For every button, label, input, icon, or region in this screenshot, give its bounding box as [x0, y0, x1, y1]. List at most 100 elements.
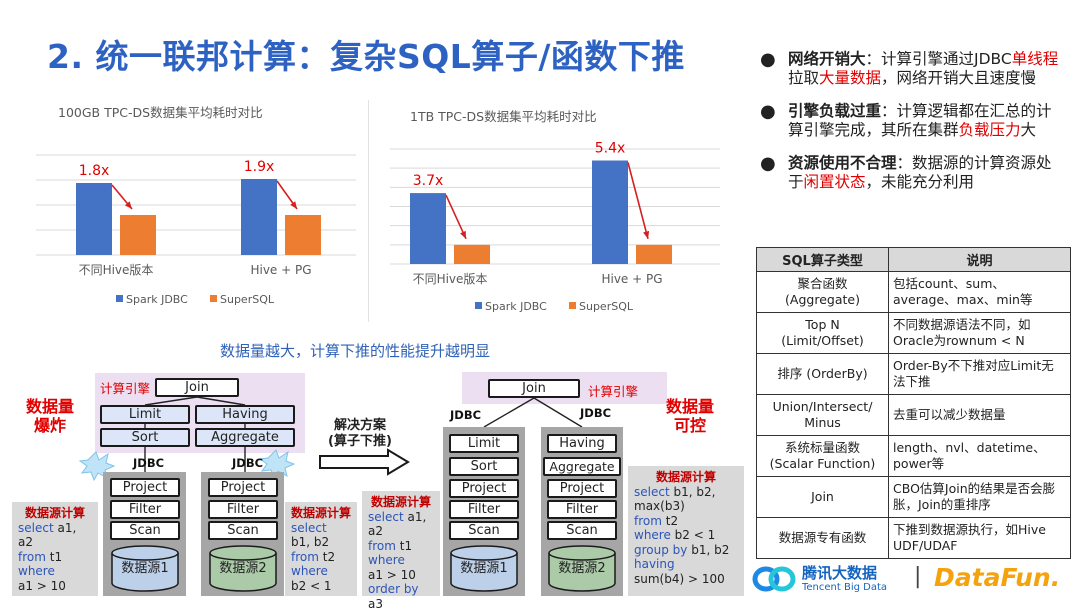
bar-supersql [454, 244, 490, 264]
having-operator: Having [195, 405, 295, 424]
bar-supersql [120, 215, 156, 255]
sort-operator: Sort [100, 428, 190, 447]
bullet-item: ● 引擎负载过重：计算逻辑都在汇总的计算引擎完成，其所在集群负载压力大 [760, 102, 1060, 140]
join-operator: Join [488, 379, 580, 398]
table-row: 聚合函数 (Aggregate) 包括count、sum、average、max、m… [756, 271, 1071, 313]
sql-line: b2 < 1 [291, 578, 332, 593]
filter-operator: Filter [449, 500, 519, 519]
jdbc-label: JDBC [450, 408, 482, 422]
filter-operator: Filter [208, 500, 278, 519]
performance-caption: 数据量越大，计算下推的性能提升越明显 [220, 342, 491, 360]
table-row: 数据源专有函数 下推到数据源执行，如Hive UDF/UDAF [756, 517, 1071, 559]
chart-100gb: 100GB TPC-DS数据集平均耗时对比 1.8x 不同Hive版本 1.9x Hiv… [36, 100, 356, 310]
legend-swatch [116, 295, 123, 302]
operator-table: SQL算子类型 说明 聚合函数 (Aggregate) 包括count、sum、av… [756, 247, 1071, 559]
logo-divider: | [914, 564, 922, 589]
aggregate-operator: Aggregate [543, 457, 621, 476]
sql-line: from t1 [18, 549, 63, 564]
data-controlled-label: 数据量 可控 [660, 397, 720, 435]
bullet-dot-icon: ● [760, 101, 776, 122]
datasource1-label: 数据源1 [121, 561, 169, 576]
table-row: 排序 (OrderBy) Order-By不下推对应Limit无法下推 [756, 353, 1071, 395]
table-header-type: SQL算子类型 [756, 247, 889, 272]
operator-type-cell: 聚合函数 (Aggregate) [756, 271, 889, 313]
sql-line: from t1 [368, 538, 413, 553]
bullet-item: ● 资源使用不合理：数据源的计算资源处于闲置状态，未能充分利用 [760, 154, 1060, 192]
arrow-head [643, 230, 650, 239]
scan-operator: Scan [110, 521, 180, 540]
datasource2-sql: 数据源计算 select b1, b2 from t2 where b2 < 1 [285, 502, 357, 596]
category-label: Hive + PG [601, 272, 662, 286]
sql-line: select a1, a2 [18, 520, 77, 550]
datasource1-sql: 数据源计算 select a1, a2 from t1 where a1 > 10 [12, 502, 98, 596]
project-operator: Project [449, 479, 519, 498]
speedup-label: 3.7x [413, 173, 444, 189]
bar-spark-jdbc [76, 183, 112, 255]
sql-box-heading: 数据源计算 [655, 470, 716, 484]
legend-label: SuperSQL [220, 293, 275, 306]
legend-label: Spark JDBC [485, 300, 547, 313]
sql-line: where [18, 564, 55, 578]
bullet-text: 网络开销大：计算引擎通过JDBC单线程拉取大量数据，网络开销大且速度慢 [788, 50, 1059, 87]
sql-line: where [291, 564, 328, 578]
solution-label: 解决方案 (算子下推) [328, 418, 392, 450]
label-line-1: 数据量 [25, 397, 74, 416]
sql-line: from t2 [634, 513, 679, 528]
arrow-head [460, 230, 466, 239]
datasource2-sql: 数据源计算 select b1, b2, max(b3) from t2 where b… [628, 466, 744, 596]
description-cell: 下推到数据源执行，如Hive UDF/UDAF [888, 517, 1071, 559]
scan-operator: Scan [547, 521, 617, 540]
speedup-label: 5.4x [595, 141, 626, 157]
datasource2-icon: 数据源2 [547, 544, 617, 592]
description-cell: 去重可以减少数据量 [888, 394, 1071, 436]
sql-line: select b1, b2, [634, 484, 716, 499]
filter-operator: Filter [547, 500, 617, 519]
description-cell: 不同数据源语法不同，如Oracle为rownum < N [888, 312, 1071, 354]
bar-spark-jdbc [592, 160, 628, 264]
arrow-head [290, 201, 297, 209]
sql-box-heading: 数据源计算 [370, 495, 431, 509]
brand-en: Tencent Big Data [802, 582, 888, 593]
sql-line: having [634, 557, 675, 571]
compute-engine-label: 计算引擎 [588, 384, 639, 399]
bar-spark-jdbc [410, 193, 446, 264]
sql-line: a1 > 10 [18, 578, 66, 593]
brand-cn: 腾讯大数据 [802, 564, 878, 582]
solution-line-1: 解决方案 [333, 418, 386, 433]
datasource1-label: 数据源1 [460, 561, 508, 576]
having-operator: Having [547, 434, 617, 453]
solution-line-2: (算子下推) [328, 434, 392, 449]
sql-line: select [291, 520, 327, 535]
legend-swatch [569, 302, 576, 309]
speedup-label: 1.9x [244, 159, 275, 175]
description-cell: CBO估算Join的结果是否会膨胀，Join的重排序 [888, 476, 1071, 518]
jdbc-label: JDBC [133, 456, 165, 470]
project-operator: Project [208, 478, 278, 497]
sql-line: where b2 < 1 [634, 528, 716, 542]
footer-logos: 腾讯大数据 Tencent Big Data | DataFun. [752, 562, 1072, 598]
sql-line: where [368, 553, 405, 567]
description-cell: Order-By不下推对应Limit无法下推 [888, 353, 1071, 395]
legend-swatch [475, 302, 482, 309]
scan-operator: Scan [208, 521, 278, 540]
explosion-icon [258, 449, 296, 480]
operator-type-cell: Union/Intersect/Minus [756, 394, 889, 436]
operator-type-cell: 数据源专有函数 [756, 517, 889, 559]
sql-line: order by a3 [368, 582, 419, 608]
sort-operator: Sort [449, 457, 519, 476]
label-line-2: 可控 [673, 416, 706, 435]
solution-arrow-icon [319, 448, 410, 476]
jdbc-label: JDBC [232, 456, 264, 470]
sql-line: from t2 [291, 549, 336, 564]
label-line-1: 数据量 [665, 397, 714, 416]
table-row: Top N (Limit/Offset) 不同数据源语法不同，如Oracle为row… [756, 312, 1071, 354]
arrow-head [124, 201, 132, 209]
sql-line: select a1, a2 [368, 509, 427, 539]
project-operator: Project [547, 479, 617, 498]
bar-supersql [636, 244, 672, 264]
reduction-arrow [445, 194, 467, 240]
join-operator: Join [155, 378, 239, 397]
problem-list: ● 网络开销大：计算引擎通过JDBC单线程拉取大量数据，网络开销大且速度慢 ● 引擎负… [760, 50, 1060, 206]
operator-type-cell: 排序 (OrderBy) [756, 353, 889, 395]
